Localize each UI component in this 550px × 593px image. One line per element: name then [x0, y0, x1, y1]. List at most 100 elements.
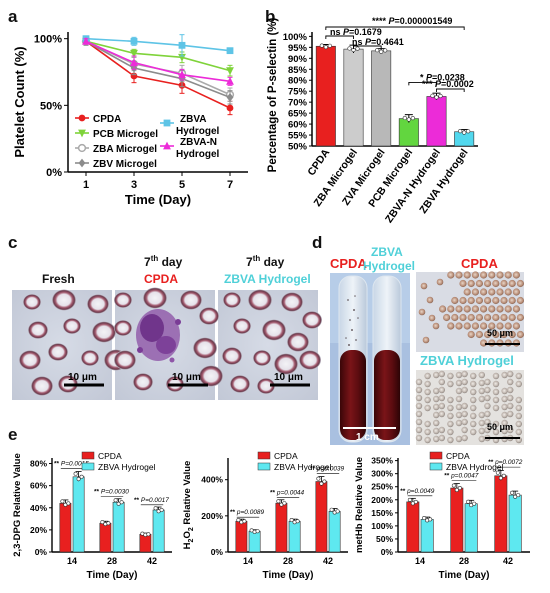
b-dot	[462, 130, 467, 135]
micro-cell	[415, 434, 423, 442]
micro-cell	[516, 296, 525, 305]
micro-cell	[463, 322, 471, 330]
micro-cell	[461, 410, 468, 418]
label-zbva-tube-1: ZBVA	[371, 245, 403, 259]
micro-cell	[447, 396, 454, 404]
micro-cell	[516, 279, 525, 288]
e-dot	[335, 509, 340, 514]
rbc-cell	[281, 292, 303, 312]
micro-cell	[443, 313, 451, 322]
b-dot	[438, 93, 443, 99]
e-xtick: 42	[323, 556, 333, 566]
micro-cell	[504, 288, 512, 296]
rbc-cell	[143, 287, 167, 309]
micro-cell	[484, 418, 491, 426]
e-ytick: 150%	[371, 508, 393, 518]
micro-cell	[475, 279, 483, 288]
e-ytick: 250%	[371, 482, 393, 492]
a-legend-label: CPDA	[93, 114, 121, 125]
a-legend-label: Hydrogel	[176, 126, 220, 137]
b-sig-label: *** P=0.0002	[422, 79, 474, 89]
a-xlabel: Time (Day)	[125, 192, 191, 207]
micro-cell	[507, 402, 514, 410]
e-dot	[276, 499, 281, 504]
a-legend-marker	[163, 141, 171, 150]
a-ylabel: Platelet Count (%)	[12, 46, 27, 157]
e-dot	[295, 519, 300, 524]
micro-cell	[512, 305, 521, 313]
micro-cell	[447, 380, 454, 388]
b-ytick: 70%	[288, 98, 308, 109]
a-series-line	[85, 37, 231, 52]
a-legend-label: Hydrogel	[176, 149, 220, 160]
micro-cell	[433, 403, 440, 411]
b-sig-label: ns P=0.1679	[330, 27, 382, 37]
b-dot	[355, 46, 360, 51]
micro-cell	[500, 313, 508, 322]
rbc-cell	[19, 350, 41, 370]
b-sig-label: **** P=0.000001549	[372, 16, 452, 26]
rbc-cell	[223, 292, 241, 308]
micro-cell	[478, 371, 485, 379]
platelet-aggregate	[136, 309, 181, 363]
b-ytick: 65%	[288, 109, 308, 120]
micro-cell	[447, 305, 455, 313]
micro-cell	[484, 402, 491, 410]
scale-label-micro-zbva: 50 μm	[487, 422, 513, 432]
micro-cell	[478, 395, 485, 403]
e-dot	[495, 470, 500, 475]
e-bar	[328, 511, 341, 553]
e-bar	[315, 481, 328, 553]
a-legend-label: ZBV Microgel	[93, 159, 157, 170]
e-ytick: 300%	[371, 469, 393, 479]
micro-cell	[484, 330, 492, 339]
micro-cell	[424, 404, 431, 412]
a-series-line	[85, 40, 231, 99]
micro-cell	[478, 379, 485, 387]
scale-label-cpda: 10 μm	[172, 372, 201, 383]
micro-cell	[488, 271, 496, 279]
micro-cell	[492, 404, 500, 412]
micro-cell	[475, 296, 483, 305]
micro-cell	[488, 322, 496, 330]
rbc-cell	[222, 347, 242, 365]
micro-cell	[463, 288, 471, 296]
e-dot	[472, 501, 477, 506]
rbc-cell	[299, 350, 321, 370]
a-point	[226, 104, 234, 112]
e-ytick: 0%	[211, 547, 224, 557]
rbc-cell	[28, 321, 48, 339]
micro-cell	[455, 411, 463, 419]
micro-cell	[424, 380, 431, 388]
micro-cell	[508, 330, 516, 339]
micro-cell	[455, 322, 463, 330]
micro-cell	[512, 271, 521, 279]
micro-cell	[515, 372, 522, 380]
label-zbva-tube-2: Hydrogel	[363, 259, 415, 273]
micro-cell	[439, 305, 447, 313]
micro-cell	[461, 418, 468, 426]
a-series-5	[82, 36, 234, 86]
e-legend-label: CPDA	[446, 451, 470, 461]
e-legend-label: CPDA	[98, 451, 122, 461]
scale-label-zbva: 10 μm	[274, 372, 303, 383]
e-sig-label: ** p=0.0044	[270, 489, 305, 496]
panel-label-c: c	[8, 233, 17, 252]
b-dot	[323, 45, 328, 50]
b-ytick: 50%	[288, 142, 308, 153]
e-dot	[428, 517, 433, 522]
micro-cell	[433, 411, 440, 419]
b-ytick: 55%	[288, 131, 308, 142]
micro-cell	[438, 394, 445, 402]
micro-cell	[424, 388, 431, 396]
rbc-cell	[180, 290, 202, 310]
b-ytick: 95%	[288, 43, 308, 54]
micro-cell	[507, 394, 514, 402]
rbc-cell	[31, 376, 53, 396]
e-ylabel: 2,3-DPG Relative Value	[12, 453, 23, 557]
rbc-cell	[114, 292, 132, 308]
micro-cell	[480, 322, 488, 330]
a-point	[226, 92, 234, 102]
b-sig-label: * P=0.0238	[420, 72, 465, 82]
a-legend-marker	[78, 114, 86, 122]
